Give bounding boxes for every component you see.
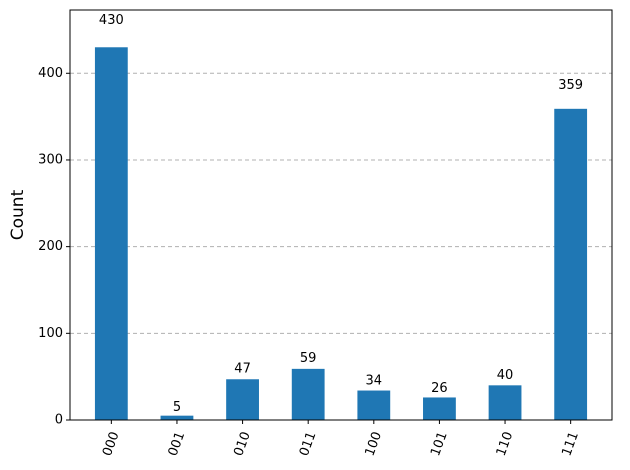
y-tick-label: 400 <box>38 66 63 81</box>
value-label: 359 <box>558 78 583 93</box>
x-tick-label: 100 <box>363 430 386 458</box>
x-tick-label: 000 <box>100 430 123 458</box>
y-axis-label: Count <box>8 189 28 240</box>
x-tick-label: 010 <box>231 430 254 458</box>
bar <box>423 397 456 420</box>
x-tick-label: 011 <box>297 430 320 458</box>
bar <box>357 390 391 420</box>
y-tick-label: 200 <box>38 239 63 254</box>
y-tick-label: 0 <box>55 413 63 428</box>
value-label: 59 <box>300 351 317 366</box>
value-label: 34 <box>366 374 383 389</box>
x-tick-label: 110 <box>494 430 517 458</box>
value-label: 430 <box>99 13 124 28</box>
x-tick-label: 111 <box>559 430 582 458</box>
bar <box>554 108 588 420</box>
plot-frame <box>69 9 613 421</box>
value-label: 40 <box>497 368 514 383</box>
y-tick-label: 300 <box>38 152 63 167</box>
x-tick-label: 101 <box>428 430 451 458</box>
bar <box>226 379 259 420</box>
bar <box>94 47 128 420</box>
value-label: 5 <box>173 400 181 415</box>
value-label: 26 <box>431 381 448 396</box>
value-label: 47 <box>234 362 251 377</box>
bar <box>291 368 325 420</box>
y-tick-label: 100 <box>38 326 63 341</box>
bar <box>160 415 194 420</box>
x-tick-label: 001 <box>166 430 189 458</box>
bar <box>488 385 522 420</box>
